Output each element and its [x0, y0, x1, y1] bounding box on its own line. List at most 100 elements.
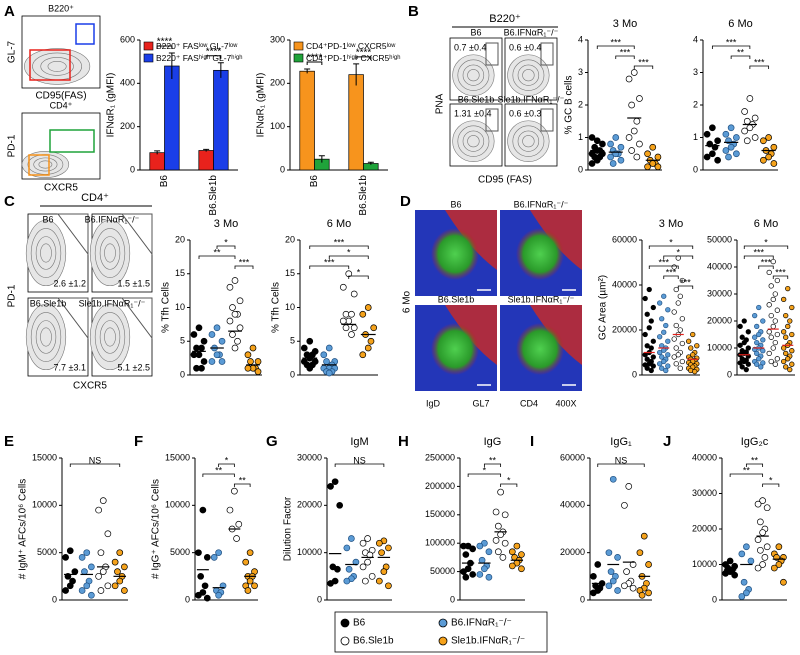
- bracket: [648, 265, 679, 269]
- dot: [83, 582, 91, 590]
- dot: [99, 568, 107, 575]
- dot: [607, 140, 614, 148]
- significance: *: [225, 455, 229, 465]
- contour: [467, 69, 480, 82]
- dot: [492, 537, 500, 544]
- dot: [665, 338, 671, 344]
- dot: [244, 587, 252, 594]
- significance: **: [489, 455, 497, 465]
- dot: [621, 582, 628, 590]
- dot: [754, 500, 762, 508]
- chart-title: 6 Mo: [327, 218, 351, 230]
- dot: [359, 563, 367, 571]
- error-bar: [304, 68, 311, 74]
- dot: [781, 329, 787, 335]
- dot: [770, 345, 776, 351]
- bracket: [677, 285, 694, 289]
- y-tick-label: 40000: [560, 500, 585, 510]
- dot: [630, 127, 638, 135]
- dot: [783, 350, 789, 357]
- dot: [605, 549, 613, 557]
- axis-label: PNA: [435, 93, 446, 114]
- y-tick-label: 3: [578, 67, 583, 77]
- dot: [609, 577, 617, 585]
- dot: [741, 318, 747, 324]
- significance: **: [215, 465, 223, 475]
- dot: [617, 156, 625, 164]
- contour: [507, 120, 550, 162]
- dot: [673, 361, 679, 367]
- dot: [235, 520, 243, 528]
- bracket: [729, 473, 764, 477]
- dot: [336, 501, 344, 509]
- dot: [675, 300, 681, 306]
- dot: [306, 364, 314, 372]
- contour: [25, 303, 67, 371]
- significance: **: [743, 465, 751, 475]
- y-tick-label: 5: [180, 336, 185, 346]
- label: Sle1b.IFNαR₁⁻/⁻: [508, 294, 575, 304]
- bracket: [648, 245, 694, 249]
- dot: [200, 337, 208, 345]
- axis-label: # IgM⁺ AFCs/10⁶ Cells: [18, 479, 29, 580]
- legend-label: CD4⁺PD-1ʰⁱᵍʰ CXCR5ʰⁱᵍʰ: [306, 53, 401, 63]
- dot: [690, 331, 696, 338]
- label: 0.7 ±0.4: [454, 42, 486, 52]
- error-bar: [318, 155, 325, 163]
- contour: [30, 312, 62, 362]
- dot: [621, 501, 628, 509]
- dot: [648, 318, 654, 324]
- dot: [650, 338, 656, 344]
- contour: [89, 303, 131, 371]
- dot: [81, 568, 88, 575]
- dot: [690, 352, 696, 358]
- dot: [772, 318, 778, 324]
- bar: [164, 65, 180, 171]
- dot: [640, 532, 648, 540]
- dot: [768, 312, 774, 319]
- significance: ***: [666, 267, 677, 277]
- significance: *: [764, 237, 768, 247]
- dot: [605, 582, 613, 590]
- significance: ***: [753, 247, 764, 257]
- contour: [462, 64, 485, 86]
- panel-letter: G: [266, 433, 278, 450]
- significance: *: [357, 267, 361, 277]
- dot: [116, 549, 124, 557]
- dot: [657, 349, 663, 356]
- dot: [588, 160, 596, 167]
- label: 5.1 ±2.5: [118, 362, 150, 372]
- dot: [663, 322, 669, 329]
- dot: [725, 153, 732, 161]
- dot: [754, 339, 760, 346]
- contour: [517, 130, 540, 152]
- axis-label: GL-7: [7, 40, 18, 63]
- dot: [761, 554, 769, 561]
- dot: [231, 344, 239, 352]
- label: IgD: [426, 398, 441, 408]
- gate: [57, 213, 89, 256]
- y-tick-label: 0: [180, 369, 185, 379]
- contour: [24, 48, 91, 85]
- gate: [540, 42, 554, 66]
- bar: [213, 69, 229, 171]
- contour: [512, 59, 545, 91]
- dot: [743, 543, 750, 551]
- dot: [481, 565, 488, 573]
- dot: [367, 337, 375, 345]
- dot: [787, 366, 793, 373]
- legend-marker: [438, 636, 448, 646]
- bracket: [749, 65, 770, 69]
- dot: [673, 322, 679, 329]
- contour: [99, 320, 121, 354]
- dot: [766, 269, 772, 276]
- dot: [628, 101, 636, 109]
- dot: [780, 578, 787, 586]
- dot: [478, 556, 486, 564]
- dot: [770, 323, 776, 330]
- dot: [218, 358, 226, 365]
- dot: [781, 345, 787, 351]
- dot: [774, 307, 780, 313]
- label: CD4⁺: [81, 192, 109, 204]
- dot: [768, 334, 774, 340]
